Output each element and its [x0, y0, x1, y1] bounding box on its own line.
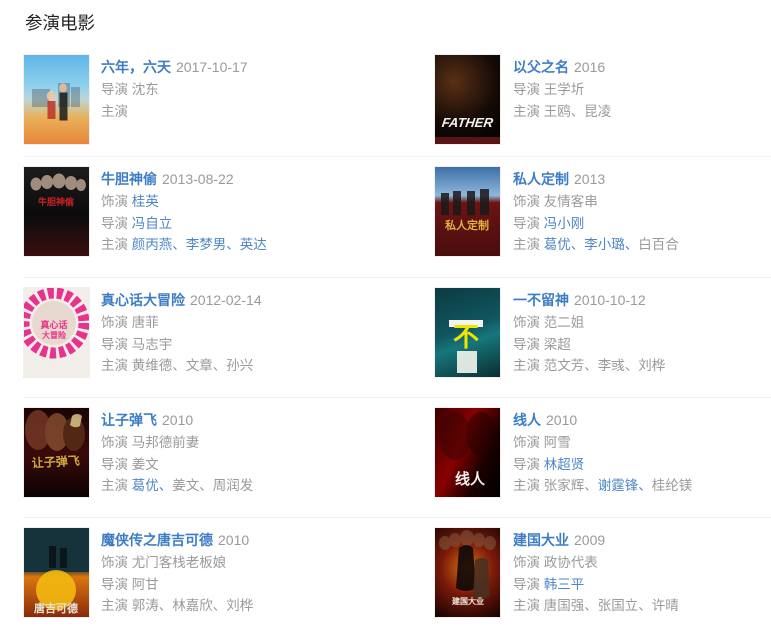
svg-text:大冒险: 大冒险	[42, 330, 67, 340]
svg-text:线人: 线人	[455, 470, 486, 488]
svg-text:牛胆神偷: 牛胆神偷	[38, 196, 74, 207]
svg-text:让子弹飞: 让子弹飞	[31, 453, 80, 470]
svg-text:唐吉可德: 唐吉可德	[34, 601, 78, 615]
svg-text:私人定制: 私人定制	[445, 218, 489, 232]
svg-text:建国大业: 建国大业	[451, 596, 484, 606]
svg-text:真心话: 真心话	[40, 319, 67, 330]
svg-text:不: 不	[453, 322, 479, 352]
